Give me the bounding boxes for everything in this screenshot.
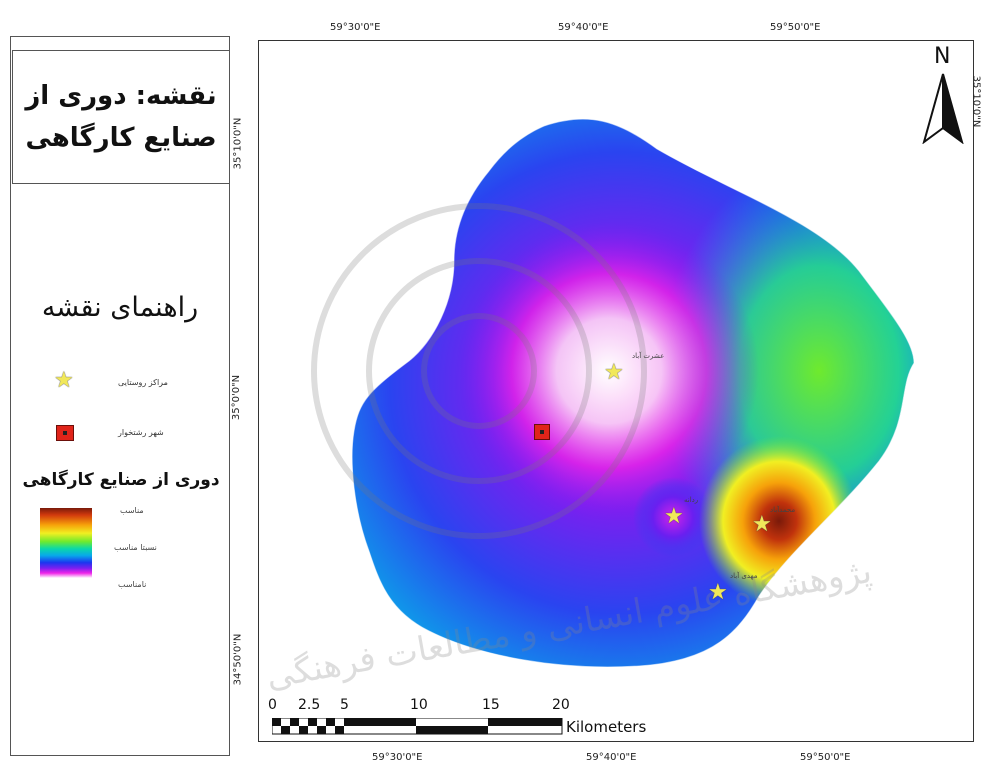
north-arrow-icon bbox=[922, 73, 964, 144]
map-canvas bbox=[311, 118, 915, 668]
watermark-rosette bbox=[311, 203, 647, 539]
top-tick-label: 59°30'0"E bbox=[330, 22, 381, 33]
color-ramp bbox=[40, 508, 92, 578]
left-tick-label: 35°10'0"N bbox=[232, 117, 244, 170]
scale-tick: 0 bbox=[268, 697, 277, 713]
ramp-high-label: مناسب bbox=[120, 506, 144, 515]
scale-tick: 10 bbox=[410, 697, 428, 713]
right-tick-label: 35°10'0"N bbox=[970, 75, 982, 128]
top-tick-label: 59°50'0"E bbox=[770, 22, 821, 33]
scale-tick: 15 bbox=[482, 697, 500, 713]
village-star-icon: ★ bbox=[54, 368, 74, 393]
place-label: محمدآباد bbox=[770, 506, 796, 514]
left-tick-label: 35°0'0"N bbox=[231, 374, 243, 421]
map-title: نقشه: دوری از صنایع کارگاهی bbox=[12, 50, 230, 184]
village-star-icon: ★ bbox=[604, 360, 624, 385]
bottom-tick-label: 59°30'0"E bbox=[372, 752, 423, 763]
scale-tick: 5 bbox=[340, 697, 349, 713]
place-label: مهدی آباد bbox=[730, 572, 758, 580]
place-label: عشرت آباد bbox=[632, 352, 665, 360]
scale-tick: 2.5 bbox=[298, 697, 321, 713]
north-letter: N bbox=[934, 44, 951, 69]
legend-city-label: شهر رشتخوار bbox=[118, 428, 164, 437]
left-tick-label: 34°50'0"N bbox=[232, 633, 244, 686]
scale-unit: Kilometers bbox=[566, 718, 647, 736]
city-square-icon bbox=[56, 425, 74, 441]
ramp-low-label: نامناسب bbox=[118, 580, 147, 589]
bottom-tick-label: 59°40'0"E bbox=[586, 752, 637, 763]
distance-legend-heading: دوری از صنایع کارگاهی bbox=[22, 470, 220, 490]
top-tick-label: 59°40'0"E bbox=[558, 22, 609, 33]
legend-village-label: مراکز روستایی bbox=[118, 378, 168, 387]
map-frame bbox=[258, 40, 974, 742]
legend-heading: راهنمای نقشه bbox=[41, 292, 199, 323]
village-star-icon: ★ bbox=[752, 512, 772, 537]
village-star-icon: ★ bbox=[708, 580, 728, 605]
scale-bar bbox=[272, 718, 563, 735]
place-label: ردانه bbox=[684, 496, 699, 504]
scale-tick: 20 bbox=[552, 697, 570, 713]
ramp-mid-label: نسبتا مناسب bbox=[114, 543, 157, 552]
bottom-tick-label: 59°50'0"E bbox=[800, 752, 851, 763]
village-star-icon: ★ bbox=[664, 504, 684, 529]
map-title-line2: صنایع کارگاهی bbox=[25, 123, 217, 153]
map-title-line1: نقشه: دوری از bbox=[25, 81, 217, 111]
city-square-icon bbox=[534, 424, 550, 440]
